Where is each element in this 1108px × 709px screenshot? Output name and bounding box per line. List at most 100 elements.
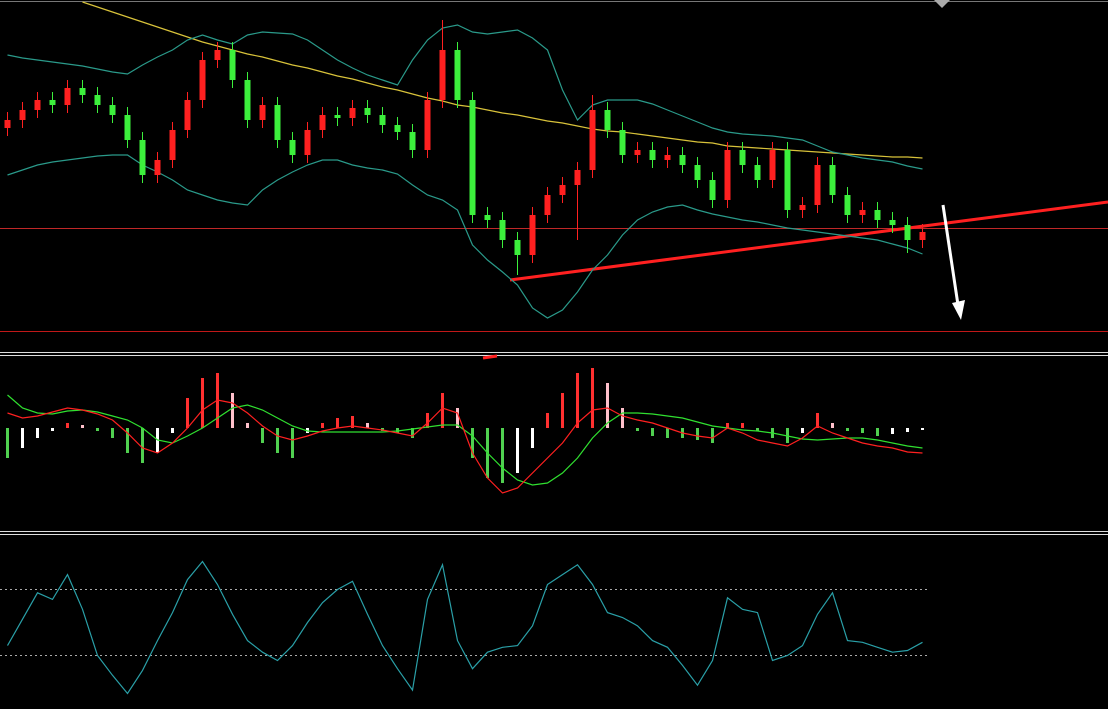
histogram-bar [291, 428, 294, 458]
candle-body [229, 50, 236, 80]
histogram-bar [246, 423, 249, 428]
candle-body [904, 225, 911, 240]
candle-body [724, 150, 731, 200]
histogram-bar [471, 428, 474, 458]
histogram-bar [621, 408, 624, 428]
candle-body [124, 115, 131, 140]
histogram-bar [81, 425, 84, 428]
histogram-bar [96, 428, 99, 431]
line-series [6, 560, 923, 695]
candle-body [214, 50, 221, 60]
candle-body [49, 100, 56, 105]
candle-body [379, 115, 386, 125]
histogram-bar [261, 428, 264, 443]
histogram-bar [231, 393, 234, 428]
candle-body [889, 220, 896, 225]
candle-body [289, 140, 296, 155]
candle-body [199, 60, 206, 100]
histogram-bar [756, 428, 759, 431]
histogram-bar [201, 378, 204, 428]
candle-body [319, 115, 326, 130]
histogram-bar [276, 428, 279, 453]
histogram-bar [336, 418, 339, 428]
candle-body [769, 150, 776, 180]
candle-body [154, 160, 161, 175]
histogram-bar [186, 398, 189, 428]
histogram-bar [636, 428, 639, 431]
histogram-bar [861, 428, 864, 433]
histogram-bar [441, 393, 444, 428]
candle-body [649, 150, 656, 160]
histogram-bar [171, 428, 174, 433]
histogram-bar [411, 428, 414, 438]
candle-body [424, 100, 431, 150]
histogram-bar [711, 428, 714, 443]
histogram-bar [816, 413, 819, 428]
histogram-bar [501, 428, 504, 483]
histogram-bar [531, 428, 534, 448]
candle-body [664, 155, 671, 160]
line-series [82, 1, 923, 159]
candle-body [169, 130, 176, 160]
candle-body [709, 180, 716, 200]
line-series [7, 399, 923, 494]
candle-body [679, 155, 686, 165]
marker [934, 0, 950, 8]
histogram-bar [51, 428, 54, 431]
histogram-bar [426, 413, 429, 428]
histogram-bar [66, 423, 69, 428]
histogram-bar [126, 428, 129, 453]
line-series [7, 24, 923, 170]
histogram-bar [36, 428, 39, 438]
histogram-bar [516, 428, 519, 473]
candle-body [829, 165, 836, 195]
candle-body [304, 130, 311, 155]
histogram-bar [141, 428, 144, 463]
candle-body [874, 210, 881, 220]
histogram-bar [366, 423, 369, 428]
candle-body [619, 130, 626, 155]
candle-body [274, 105, 281, 140]
histogram-bar [831, 423, 834, 428]
candle-body [334, 115, 341, 118]
histogram-bar [576, 373, 579, 428]
candle-body [34, 100, 41, 110]
candle-body [604, 110, 611, 130]
histogram-bar [726, 423, 729, 428]
histogram-bar [111, 428, 114, 438]
histogram-bar [801, 428, 804, 433]
candle-body [514, 240, 521, 255]
histogram-bar [846, 428, 849, 431]
candle-body [499, 220, 506, 240]
candle-body [349, 108, 356, 118]
candle-body [409, 132, 416, 150]
histogram-bar [6, 428, 9, 458]
trend-line [509, 200, 1108, 282]
arrow [941, 204, 960, 306]
histogram-bar [666, 428, 669, 438]
histogram-bar [561, 393, 564, 428]
arrow-head [952, 300, 965, 320]
candle-body [469, 100, 476, 215]
histogram-bar [321, 423, 324, 428]
candle-body [529, 215, 536, 255]
histogram-bar [606, 383, 609, 428]
histogram-bar [351, 416, 354, 428]
candle-body [559, 185, 566, 195]
candle-body [394, 125, 401, 132]
histogram-bar [21, 428, 24, 448]
candle-body [544, 195, 551, 215]
histogram-bar [696, 428, 699, 440]
candle-body [244, 80, 251, 120]
candle-body [484, 215, 491, 220]
candle-body [79, 88, 86, 95]
candle-body [739, 150, 746, 165]
histogram-bar [741, 423, 744, 428]
candle-body [139, 140, 146, 175]
histogram-bar [546, 413, 549, 428]
candle-body [94, 95, 101, 105]
marker [482, 354, 498, 360]
